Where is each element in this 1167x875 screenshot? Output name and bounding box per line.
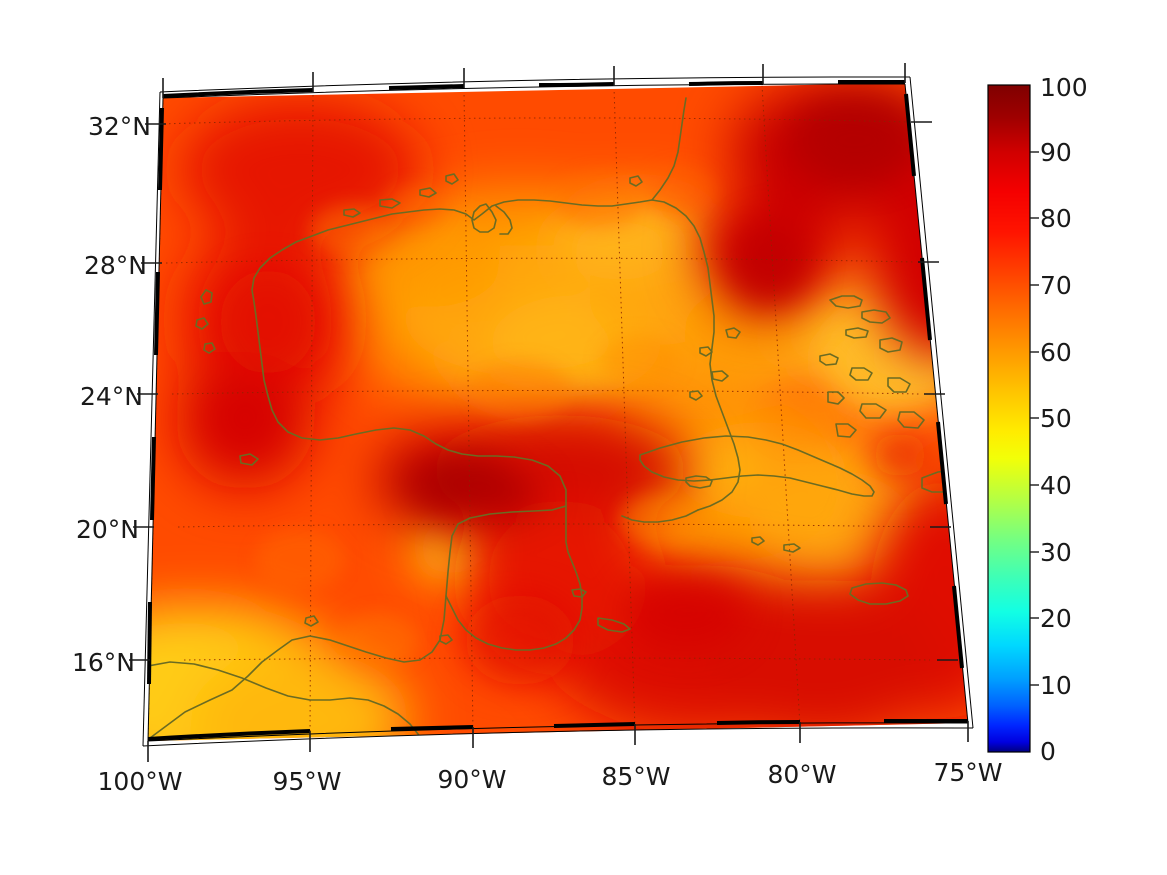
coast-cuba (639, 435, 875, 497)
coastlines (148, 97, 968, 741)
value-colorbar[interactable]: 100 90 80 70 60 50 40 30 20 10 0 (987, 73, 1088, 766)
colorbar-label-10: 10 (1040, 671, 1072, 700)
map-frame (129, 63, 974, 762)
coast-bahamas (819, 295, 925, 438)
gridline-lat-16 (183, 657, 931, 661)
colorbar-label-80: 80 (1040, 204, 1072, 233)
lon-label-75w: 75°W (933, 758, 1002, 787)
gridline-lat-20 (177, 523, 926, 528)
colorbar-label-30: 30 (1040, 538, 1072, 567)
colorbar-label-50: 50 (1040, 404, 1072, 433)
tick-marks (129, 63, 969, 762)
coast-delta-lobe (495, 205, 513, 235)
coast-florida-east (651, 97, 687, 201)
frame-left-outer (142, 91, 161, 747)
coast-mississippi-delta (471, 203, 497, 233)
coast-yucatan (445, 505, 583, 651)
coast-isla-juventud (685, 475, 713, 489)
gridline-lon-85 (613, 86, 636, 730)
frame-ticks-left (147, 107, 164, 685)
colorbar-gradient[interactable] (988, 85, 1030, 752)
colorbar-label-90: 90 (1040, 138, 1072, 167)
colorbar-label-0: 0 (1040, 737, 1056, 766)
lat-tick-labels: 16°N 20°N 24°N 28°N 32°N (72, 112, 151, 677)
lat-label-20n: 20°N (76, 515, 139, 544)
scalar-field (148, 83, 968, 741)
gridline-lat-32 (158, 117, 912, 125)
frame-ticks-top (162, 79, 905, 98)
lon-tick-labels: 100°W 95°W 90°W 85°W 80°W 75°W (98, 758, 1003, 796)
gridline-lon-80 (761, 84, 801, 727)
frame-top-inner (162, 83, 906, 99)
frame-top-outer (159, 76, 911, 93)
colorbar-ticks (1030, 151, 1039, 686)
coast-small-islands (195, 173, 801, 645)
colorbar-label-60: 60 (1040, 338, 1072, 367)
frame-ticks-right (904, 93, 964, 669)
lat-label-28n: 28°N (84, 251, 147, 280)
map-panel: 100°W 95°W 90°W 85°W 80°W 75°W 16°N 20°N… (72, 63, 1003, 796)
field-layer-hot (175, 83, 968, 740)
field-layer-texture (255, 165, 840, 668)
gridline-lon-95 (309, 94, 314, 738)
lon-label-100w: 100°W (98, 767, 183, 796)
gridline-lon-90 (463, 89, 474, 734)
coast-jamaica (849, 582, 909, 605)
colorbar-label-100: 100 (1040, 73, 1088, 102)
coast-florida-keys (621, 509, 699, 523)
field-layer-hot-detail (207, 102, 928, 685)
lon-label-80w: 80°W (767, 760, 836, 789)
lat-label-24n: 24°N (80, 382, 143, 411)
colorbar-label-40: 40 (1040, 471, 1072, 500)
lon-label-95w: 95°W (272, 767, 341, 796)
gridline-lat-24 (171, 390, 921, 395)
frame-right-outer (909, 76, 974, 729)
colorbar-tick-labels: 100 90 80 70 60 50 40 30 20 10 0 (1040, 73, 1088, 766)
coast-gulf-mainland (149, 199, 741, 739)
coast-central-america (148, 661, 425, 741)
colorbar-label-20: 20 (1040, 604, 1072, 633)
frame-ticks-bottom (147, 718, 968, 741)
frame-bottom-outer (142, 727, 974, 747)
lon-label-90w: 90°W (437, 765, 506, 794)
colorbar-label-70: 70 (1040, 271, 1072, 300)
lat-label-16n: 16°N (72, 648, 135, 677)
lat-label-32n: 32°N (88, 112, 151, 141)
lon-label-85w: 85°W (601, 762, 670, 791)
